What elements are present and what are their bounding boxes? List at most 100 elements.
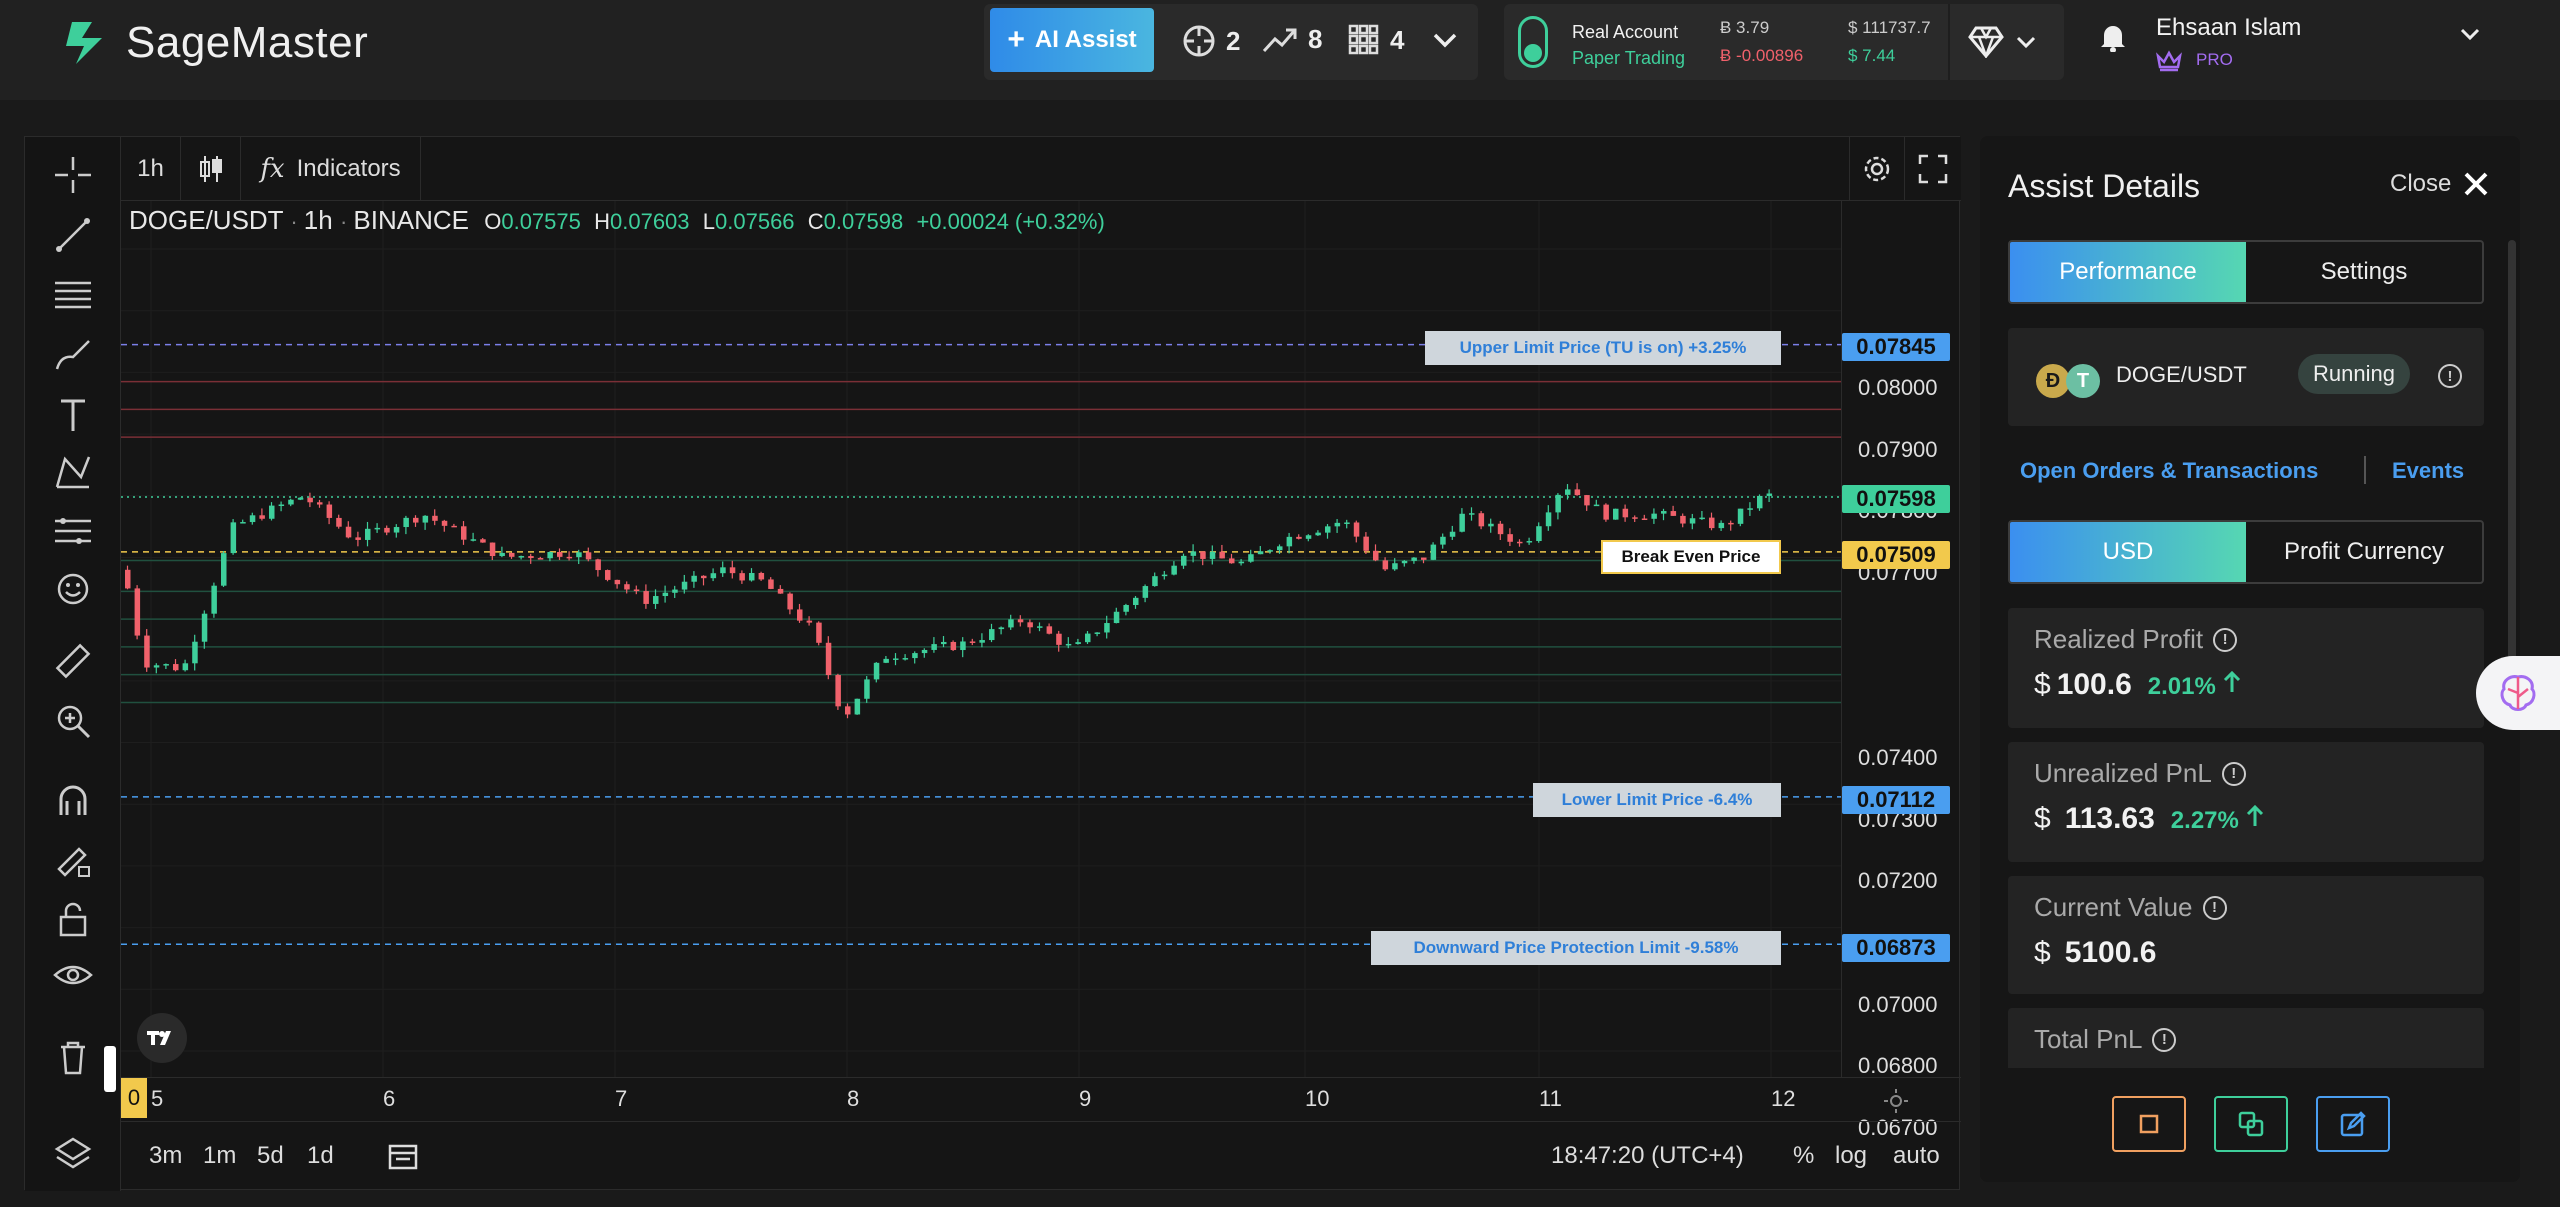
realized-profit-pct: 2.01% bbox=[2147, 673, 2216, 700]
stat-trend[interactable]: 8 bbox=[1262, 24, 1322, 55]
account-toggle[interactable] bbox=[1518, 16, 1548, 68]
candle-body bbox=[873, 662, 880, 680]
magnet-icon[interactable] bbox=[49, 777, 97, 825]
events-link[interactable]: Events bbox=[2392, 458, 2465, 483]
usd-balance: $ 111737.7 bbox=[1848, 18, 1931, 37]
trend-line-tool-icon[interactable] bbox=[49, 211, 97, 259]
ruler-tool-icon[interactable] bbox=[49, 637, 97, 685]
copy-button[interactable] bbox=[2214, 1096, 2288, 1152]
candle-body bbox=[413, 517, 419, 523]
break-even-tag[interactable]: Break Even Price bbox=[1601, 540, 1781, 574]
clock-display[interactable]: 18:47:20 (UTC+4) bbox=[1551, 1142, 1744, 1169]
candle-type-button[interactable] bbox=[181, 137, 241, 201]
bell-icon[interactable] bbox=[2100, 22, 2126, 52]
stat-grid[interactable]: 4 bbox=[1348, 24, 1404, 56]
edit-icon bbox=[2340, 1111, 2366, 1137]
ai-assist-button[interactable]: + AI Assist bbox=[990, 8, 1154, 72]
candle-body bbox=[240, 522, 246, 524]
brush-tool-icon[interactable] bbox=[49, 331, 97, 379]
info-icon[interactable]: ! bbox=[2202, 895, 2227, 920]
protection-limit-tag[interactable]: Downward Price Protection Limit -9.58% bbox=[1371, 931, 1781, 965]
stat-value: 4 bbox=[1390, 24, 1405, 55]
log-toggle[interactable]: log bbox=[1835, 1142, 1868, 1169]
crosshair-tool-icon[interactable] bbox=[49, 151, 97, 199]
text-tool-icon[interactable] bbox=[49, 391, 97, 439]
tab-usd[interactable]: USD bbox=[2010, 522, 2246, 582]
price-chart[interactable]: DOGE/USDT · 1h · BINANCE O0.07575 H0.076… bbox=[121, 201, 1841, 1077]
candle-body bbox=[1459, 513, 1465, 532]
currency-symbol: $ bbox=[2034, 668, 2051, 701]
chevron-down-icon[interactable] bbox=[1432, 32, 1458, 50]
upper-limit-tag[interactable]: Upper Limit Price (TU is on) +3.25% bbox=[1425, 331, 1781, 365]
calendar-icon[interactable] bbox=[387, 1142, 419, 1172]
panel-scrollbar[interactable] bbox=[2508, 240, 2516, 680]
interval-button[interactable]: 1h bbox=[121, 137, 181, 201]
candle-body bbox=[1622, 508, 1629, 518]
candle-body bbox=[1440, 536, 1446, 545]
diamond-icon[interactable] bbox=[1968, 26, 2004, 58]
candle-body bbox=[1344, 522, 1350, 524]
percent-toggle[interactable]: % bbox=[1793, 1142, 1815, 1169]
close-button[interactable]: Close bbox=[2390, 170, 2489, 198]
candle-body bbox=[1651, 513, 1657, 519]
user-menu[interactable]: Ehsaan Islam PRO bbox=[2100, 10, 2480, 74]
candle-body bbox=[1401, 560, 1408, 564]
unlock-icon[interactable] bbox=[49, 895, 97, 943]
logo[interactable]: SageMaster bbox=[62, 18, 368, 68]
candle-body bbox=[1411, 557, 1417, 561]
candle-body bbox=[931, 644, 937, 650]
time-axis[interactable]: 0 5 6 7 8 9 10 11 12 bbox=[121, 1077, 1961, 1121]
lock-drawing-icon[interactable] bbox=[49, 835, 97, 883]
info-icon[interactable]: ! bbox=[2152, 1027, 2177, 1052]
candle-body bbox=[1497, 523, 1504, 535]
chevron-down-icon[interactable] bbox=[2016, 36, 2036, 50]
edit-button[interactable] bbox=[2316, 1096, 2390, 1152]
range-button[interactable]: 1m bbox=[203, 1142, 237, 1169]
trash-icon[interactable] bbox=[49, 1033, 97, 1081]
price-tick: 0.07400 bbox=[1858, 745, 1938, 770]
candle-body bbox=[144, 635, 150, 668]
info-icon[interactable]: ! bbox=[2213, 627, 2238, 652]
tab-performance[interactable]: Performance bbox=[2010, 242, 2246, 302]
candle-body bbox=[297, 497, 304, 500]
stop-button[interactable] bbox=[2112, 1096, 2186, 1152]
eye-icon[interactable] bbox=[49, 951, 97, 999]
fib-tool-icon[interactable] bbox=[49, 271, 97, 319]
fullscreen-button[interactable] bbox=[1905, 137, 1961, 201]
candle-body bbox=[1315, 532, 1321, 536]
collapse-handle[interactable] bbox=[104, 1046, 116, 1092]
range-button[interactable]: 3m bbox=[149, 1142, 183, 1169]
candle-body bbox=[1094, 632, 1101, 634]
tab-settings[interactable]: Settings bbox=[2320, 258, 2408, 285]
candle-body bbox=[230, 522, 237, 554]
candle-body bbox=[537, 558, 544, 560]
tab-profit-currency[interactable]: Profit Currency bbox=[2283, 538, 2445, 565]
range-button[interactable]: 1d bbox=[307, 1142, 334, 1169]
candle-body bbox=[1382, 560, 1389, 570]
orders-link[interactable]: Open Orders & Transactions bbox=[2020, 458, 2319, 483]
price-axis[interactable]: 0.08000 0.07900 0.07800 0.07700 0.07400 … bbox=[1841, 201, 1961, 1140]
prediction-tool-icon[interactable] bbox=[49, 507, 97, 555]
layers-icon[interactable] bbox=[49, 1129, 97, 1177]
chart-settings-button[interactable] bbox=[1849, 137, 1905, 201]
candle-body bbox=[1305, 535, 1312, 539]
candle-body bbox=[576, 552, 582, 558]
pattern-tool-icon[interactable] bbox=[49, 449, 97, 497]
auto-toggle[interactable]: auto bbox=[1893, 1142, 1940, 1169]
ai-brain-button[interactable] bbox=[2476, 656, 2560, 730]
zoom-in-icon[interactable] bbox=[49, 697, 97, 745]
info-icon[interactable]: ! bbox=[2438, 364, 2462, 388]
sun-settings-icon[interactable] bbox=[1883, 1088, 1909, 1114]
chevron-down-icon[interactable] bbox=[2460, 28, 2480, 42]
candle-body bbox=[777, 588, 784, 594]
info-icon[interactable]: ! bbox=[2221, 761, 2246, 786]
user-name: Ehsaan Islam bbox=[2156, 14, 2302, 41]
range-button[interactable]: 5d bbox=[257, 1142, 284, 1169]
tradingview-logo[interactable] bbox=[137, 1013, 187, 1063]
stat-crosshair[interactable]: 2 bbox=[1182, 24, 1240, 58]
lower-limit-tag[interactable]: Lower Limit Price -6.4% bbox=[1533, 783, 1781, 817]
candle-body bbox=[1133, 597, 1139, 606]
indicators-button[interactable]: fx Indicators bbox=[241, 137, 421, 201]
user-plan: PRO bbox=[2196, 50, 2233, 69]
emoji-tool-icon[interactable] bbox=[49, 565, 97, 613]
